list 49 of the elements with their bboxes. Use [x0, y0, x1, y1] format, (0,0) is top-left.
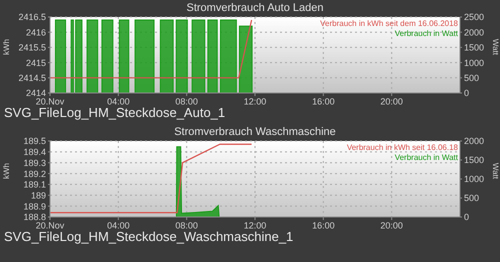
y2-tick-label: 1500: [464, 155, 484, 166]
y-tick-label: 189.5: [23, 136, 46, 146]
y-tick-label: 188.8: [23, 212, 46, 222]
y2-tick-label: 2500: [464, 12, 484, 22]
y-tick-label: 2415: [26, 58, 46, 68]
y-tick-label: 189: [30, 190, 46, 200]
y-tick-label: 189.2: [23, 168, 46, 179]
x-tick-label: 12:00: [244, 96, 266, 106]
y2-tick-label: 0: [464, 212, 470, 222]
y2-tick-label: 500: [464, 72, 480, 83]
x-tick-label: 16:00: [312, 220, 335, 230]
x-tick-label: 08:00: [175, 220, 198, 230]
x-tick-label: 20.Nov: [36, 96, 65, 106]
y2-axis-title: Watt: [491, 162, 500, 180]
y2-tick-label: 1500: [464, 42, 484, 53]
x-tick-label: 12:00: [244, 220, 266, 230]
text: Verbrauch in Watt: [394, 153, 458, 163]
text: Verbrauch in kWh seit dem 16.06.2018: [320, 19, 458, 29]
text: SVG_FileLog_HM_Steckdose_Auto_1: [4, 105, 226, 120]
y-tick-label: 189.3: [23, 158, 46, 168]
y-tick-label: 2415.5: [18, 42, 46, 53]
y-tick-label: 188.9: [23, 201, 46, 212]
y-tick-label: 2416.5: [18, 12, 46, 22]
y2-tick-label: 2000: [464, 136, 484, 146]
text: SVG_FileLog_HM_Steckdose_Waschmaschine_1: [4, 229, 294, 244]
y-tick-label: 189.1: [23, 180, 46, 190]
y2-tick-label: 1000: [464, 174, 484, 184]
text: Verbrauch in Watt: [394, 29, 458, 39]
y-tick-label: 2416: [26, 27, 46, 38]
y-tick-label: 2414.5: [18, 72, 46, 83]
x-tick-label: 20.Nov: [36, 220, 65, 230]
x-tick-label: 20:00: [380, 220, 403, 230]
text: Verbrauch in kWh seit 16.06.18: [346, 143, 458, 153]
y-axis-title: kWh: [2, 163, 11, 179]
x-tick-label: 16:00: [312, 96, 335, 106]
x-tick-label: 04:00: [107, 96, 130, 106]
chart-title: Stromverbrauch Waschmaschine: [173, 126, 337, 138]
x-tick-label: 08:00: [175, 96, 198, 106]
y-axis-title: kWh: [2, 39, 11, 55]
y-tick-label: 2414: [26, 88, 46, 98]
y2-axis-title: Watt: [491, 38, 500, 56]
y2-tick-label: 1000: [464, 58, 484, 68]
y2-tick-label: 2000: [464, 27, 484, 38]
x-tick-label: 20:00: [380, 96, 403, 106]
y2-tick-label: 500: [464, 193, 480, 204]
x-tick-label: 04:00: [107, 220, 130, 230]
y2-tick-label: 0: [464, 88, 470, 98]
chart-title: Stromverbrauch Auto Laden: [186, 2, 324, 14]
y-tick-label: 189.4: [23, 147, 46, 158]
